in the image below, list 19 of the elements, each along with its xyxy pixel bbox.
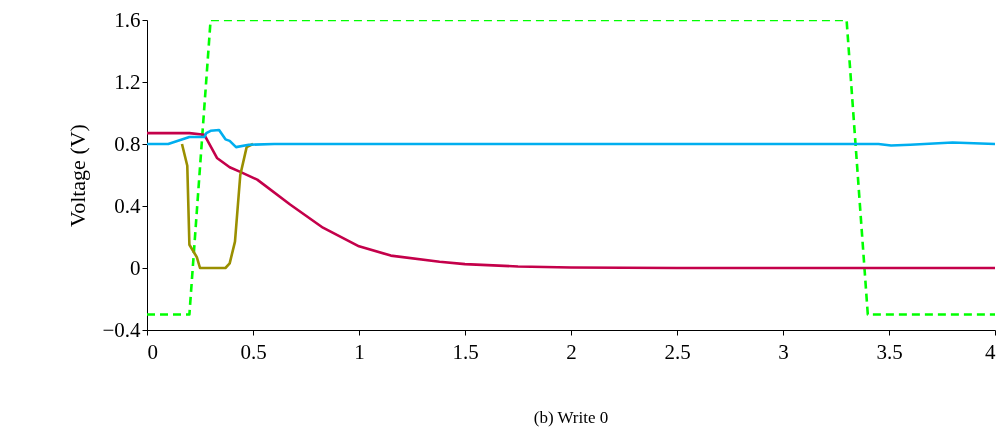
line-series [147, 131, 995, 270]
x-tick-label: 0 [147, 339, 158, 364]
y-tick-label: 1.2 [114, 69, 141, 94]
y-tick-label: 0.4 [114, 193, 141, 218]
x-tick-label: 4 [985, 339, 996, 364]
x-tick-label: 2 [566, 339, 577, 364]
y-tick-label: 0.8 [114, 131, 141, 156]
x-tick-label: 0.5 [240, 339, 267, 364]
y-tick-label: 0 [130, 255, 141, 280]
y-axis-title: Voltage (V) [65, 124, 91, 227]
x-tick-label: 3.5 [876, 339, 903, 364]
x-tick-label: 3 [778, 339, 789, 364]
text: (b) Write 0 [533, 408, 609, 427]
x-tick-label: 1 [354, 339, 365, 364]
y-tick-label: −0.4 [102, 317, 141, 342]
y-tick-label: 1.6 [114, 7, 141, 32]
line-series [147, 128, 995, 149]
x-tick-label: 2.5 [664, 339, 691, 364]
x-tick-label: 1.5 [452, 339, 479, 364]
